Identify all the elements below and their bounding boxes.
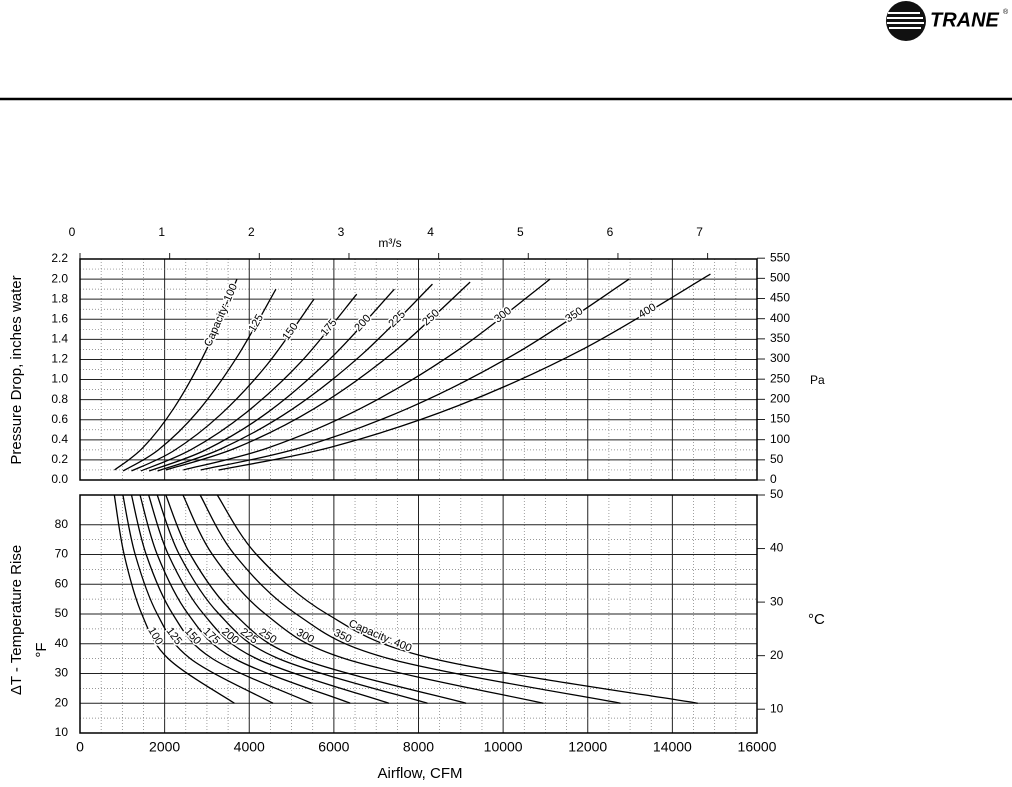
x2-tick-label: 2 [248, 225, 255, 239]
logo: TRANE ® [886, 1, 1009, 41]
y2-tick-label: 20 [770, 648, 784, 662]
y2-tick-label: 0 [770, 472, 777, 486]
logo-mark [886, 1, 926, 41]
chart: 10 20 30 40 50 60 70 80 10 20 30 40 50 0 2000 4000 6000 8… [55, 487, 784, 755]
y2-tick-label: 250 [770, 371, 790, 385]
curve [130, 494, 312, 704]
x2-tick-label: 7 [696, 225, 703, 239]
y-tick-label: 0.2 [51, 452, 68, 466]
curve [182, 494, 544, 704]
y-tick-label: 0.0 [51, 472, 68, 486]
curve [216, 494, 698, 704]
curve [218, 273, 711, 471]
y2-tick-label: 10 [770, 701, 784, 715]
y2-tick-label: 30 [770, 594, 784, 608]
y2-tick-label: 400 [770, 311, 790, 325]
y-tick-label: 80 [55, 517, 69, 531]
y2-tick-label: 150 [770, 412, 790, 426]
curve-label: 400 [636, 301, 658, 321]
curve [131, 298, 315, 472]
x2-axis-title: m³/s [378, 236, 401, 250]
y2-tick-label: 200 [770, 392, 790, 406]
x2-tick-label: 4 [427, 225, 434, 239]
y2-tick-label: 350 [770, 331, 790, 345]
y2-tick-label: 100 [770, 432, 790, 446]
y-tick-label: 50 [55, 606, 69, 620]
y-tick-label: 1.2 [51, 352, 68, 366]
y-axis-title: ΔT - Temperature Rise [8, 545, 25, 695]
y-tick-label: 20 [55, 695, 69, 709]
y2-tick-label: 40 [770, 541, 784, 555]
x2-tick-label: 1 [158, 225, 165, 239]
curve [156, 494, 428, 704]
curve [140, 293, 358, 472]
x-tick-label: 14000 [653, 739, 692, 755]
curve [183, 278, 551, 471]
curve [199, 494, 621, 704]
logo-stripes [887, 12, 924, 29]
y2-tick-label: 300 [770, 351, 790, 365]
y-tick-label: 60 [55, 576, 69, 590]
curve-label: 300 [294, 627, 316, 646]
y-tick-label: 0.6 [51, 412, 68, 426]
y-tick-label: 1.6 [51, 311, 68, 325]
y2-tick-label: 500 [770, 271, 790, 285]
x-tick-label: 2000 [149, 739, 180, 755]
y2-tick-label: 550 [770, 250, 790, 264]
y-axis-unit: °F [33, 642, 50, 657]
y-tick-label: 30 [55, 666, 69, 680]
logo-text: TRANE [930, 9, 1000, 31]
curve [165, 494, 467, 704]
curve [114, 278, 238, 471]
x-tick-label: 6000 [318, 739, 349, 755]
y-tick-label: 10 [55, 725, 69, 739]
curve [157, 283, 433, 472]
curve [122, 288, 277, 472]
y-tick-label: 40 [55, 636, 69, 650]
x2-tick-label: 3 [338, 225, 345, 239]
y-tick-label: 1.0 [51, 372, 68, 386]
y2-axis-title: °C [808, 611, 825, 628]
y-tick-label: 2.0 [51, 271, 68, 285]
y-tick-label: 0.8 [51, 392, 68, 406]
y-tick-label: 2.2 [51, 251, 68, 265]
y-tick-label: 70 [55, 547, 69, 561]
curve [148, 494, 390, 704]
logo-registered: ® [1003, 8, 1009, 16]
curve [165, 281, 471, 471]
curve [200, 278, 630, 471]
x-tick-label: 8000 [403, 739, 434, 755]
y-tick-label: 1.8 [51, 291, 68, 305]
curve [122, 494, 274, 704]
x2-tick-label: 6 [607, 225, 614, 239]
plot-frame [79, 494, 758, 734]
x-tick-label: 10000 [484, 739, 523, 755]
curve [139, 494, 351, 704]
curve-label: Capacity: 400 [347, 618, 414, 655]
y2-tick-label: 50 [770, 487, 784, 501]
x-tick-label: 12000 [568, 739, 607, 755]
x-tick-label: 16000 [738, 739, 777, 755]
curve-label: Capacity: 100 [202, 282, 240, 348]
curve [148, 288, 395, 472]
curve-label: 225 [386, 308, 407, 329]
x-tick-label: 4000 [234, 739, 265, 755]
y2-tick-label: 50 [770, 452, 784, 466]
y-tick-label: 0.4 [51, 432, 68, 446]
y-tick-label: 1.4 [51, 332, 68, 346]
chart: 0.00.20.40.60.81.01.21.41.61.82.02.20501… [51, 225, 790, 486]
plot-frame [79, 258, 758, 481]
y-axis-title: Pressure Drop, inches water [8, 275, 25, 464]
y2-axis-title: Pa [810, 373, 825, 387]
x-tick-label: 0 [76, 739, 84, 755]
x2-tick-label: 5 [517, 225, 524, 239]
y2-tick-label: 450 [770, 291, 790, 305]
x2-tick-label: 0 [69, 225, 76, 239]
curve [113, 494, 235, 704]
x-axis-title: Airflow, CFM [377, 765, 462, 782]
